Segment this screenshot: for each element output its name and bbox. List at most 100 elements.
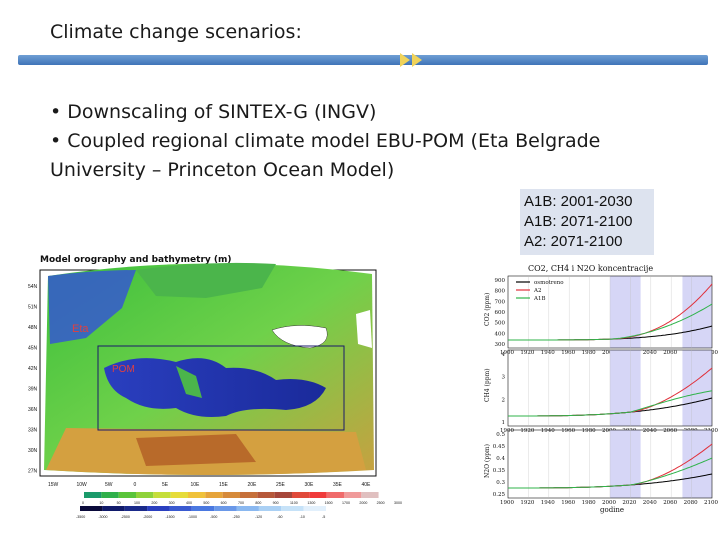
legend-label: osmotreno — [534, 280, 564, 286]
chart-panel: 0.5 0.45 0.4 0.35 0.3 0.25 N2O (ppm) 1900 1920 19… — [484, 429, 718, 506]
y-tick-label: 300 — [495, 342, 506, 348]
lat-tick-label: 39N — [28, 387, 38, 393]
y-axis-label: CH4 (ppm) — [484, 368, 491, 402]
bullet-item: University – Princeton Ocean Model) — [50, 159, 395, 181]
x-tick-label: 2100 — [704, 500, 718, 506]
divider-arrow-icon — [412, 53, 422, 67]
x-tick-label: 2000 — [602, 428, 616, 434]
x-tick-label: 1980 — [582, 428, 596, 434]
title-divider-bar — [18, 55, 708, 65]
y-tick-label: 0.3 — [496, 480, 505, 486]
colorbar-swatch — [344, 492, 362, 498]
lat-tick-label: 54N — [28, 284, 38, 290]
lon-tick-label: 5W — [105, 482, 113, 488]
colorbar-swatch — [257, 492, 275, 498]
lat-tick-labels: 54N 51N 48N 45N 42N 39N 36N 33N 30N 27N — [28, 284, 38, 475]
concentration-chart-svg: CO2, CH4 i N2O koncentracije 900 800 700 60… — [484, 264, 718, 514]
legend-label: A2 — [533, 288, 541, 294]
colorbar-swatch — [274, 492, 292, 498]
lon-tick-label: 15E — [219, 482, 229, 488]
x-tick-label: 1960 — [561, 428, 575, 434]
colorbar-swatch — [191, 506, 215, 511]
caspian-sea — [356, 310, 372, 348]
colorbar-bottom-label: -2000 — [143, 515, 152, 519]
x-tick-label: 2040 — [643, 428, 657, 434]
scenario-item: A2: 2071-2100 — [524, 233, 623, 250]
lat-tick-label: 27N — [28, 469, 38, 475]
lon-tick-label: 25E — [276, 482, 286, 488]
lon-tick-labels: 15W 10W 5W 0 5E 10E 15E 20E 25E 30E 35E 40E — [48, 482, 371, 488]
colorbar-top-label: 100 — [134, 501, 140, 505]
colorbar-swatch — [170, 492, 188, 498]
colorbar-swatch — [326, 492, 344, 498]
italy-land — [176, 366, 202, 398]
colorbar-top-label: 2500 — [377, 501, 385, 505]
y-tick-label: 0.5 — [496, 432, 505, 438]
map-colorbar: 0 10 50 100 200 300 400 500 600 700 800 900 1100 1300… — [76, 492, 402, 519]
colorbar-top-label: 3000 — [394, 501, 402, 505]
x-tick-label: 2020 — [622, 500, 636, 506]
colorbar-swatch — [118, 492, 136, 498]
colorbar-bottom-label: -250 — [233, 515, 240, 519]
colorbar-top-label: 1700 — [342, 501, 350, 505]
x-tick-label: 2080 — [684, 500, 698, 506]
colorbar-bottom-label: -1500 — [165, 515, 174, 519]
colorbar-swatch — [188, 492, 206, 498]
colorbar-top-label: 50 — [117, 501, 121, 505]
colorbar-top-label: 300 — [169, 501, 175, 505]
x-tick-label: 2060 — [663, 350, 677, 356]
y-axis-label: N2O (ppm) — [484, 444, 491, 478]
colorbar-swatch — [153, 492, 171, 498]
lon-tick-label: 10E — [191, 482, 201, 488]
atlas-land — [136, 434, 256, 466]
scenario-box: A1B: 2001-2030 A1B: 2071-2100 A2: 2071-2… — [520, 189, 654, 255]
lon-tick-label: 20E — [248, 482, 258, 488]
y-tick-label: 0.35 — [493, 468, 506, 474]
y-tick-label: 700 — [495, 299, 506, 305]
x-tick-label: 2040 — [643, 350, 657, 356]
lon-tick-label: 0 — [134, 482, 137, 488]
x-tick-label: 2000 — [602, 350, 616, 356]
lat-tick-label: 45N — [28, 346, 38, 352]
y-tick-label: 600 — [495, 310, 506, 316]
series-line-a1b — [508, 390, 713, 417]
black-sea — [271, 325, 328, 349]
x-tick-label: 2000 — [602, 500, 616, 506]
mediterranean-sea — [104, 358, 326, 417]
colorbar-swatch — [80, 506, 103, 511]
bullet-item: • Coupled regional climate model EBU-POM… — [50, 130, 601, 152]
lat-tick-label: 48N — [28, 325, 38, 331]
y-tick-label: 4 — [502, 352, 506, 358]
chart-panel: 900 800 700 600 500 400 300 CO2 (ppm) 1900 1920 19… — [484, 275, 718, 356]
y-tick-label: 0.45 — [493, 444, 506, 450]
map-title: Model orography and bathymetry (m) — [40, 255, 232, 265]
x-tick-label: 1920 — [520, 350, 534, 356]
x-tick-label: 1900 — [500, 350, 514, 356]
colorbar-swatch — [309, 492, 327, 498]
lat-tick-label: 33N — [28, 428, 38, 434]
slide-title: Climate change scenarios: — [50, 21, 302, 43]
divider-arrow-icon — [400, 53, 410, 67]
x-tick-label: 1980 — [582, 500, 596, 506]
colorbar-top-label: 2000 — [359, 501, 367, 505]
colorbar-swatch — [214, 506, 237, 511]
x-tick-label: 1920 — [520, 500, 534, 506]
colorbar-bottom-label: -120 — [255, 515, 262, 519]
colorbar-swatch — [258, 506, 282, 511]
scenario-item: A1B: 2001-2030 — [524, 193, 633, 210]
y-tick-label: 2 — [502, 397, 506, 403]
colorbar-top-label: 700 — [238, 501, 244, 505]
x-tick-label: 1940 — [541, 350, 555, 356]
colorbar-bottom-label: -10 — [300, 515, 305, 519]
colorbar-swatch — [84, 492, 102, 498]
colorbar-swatch — [124, 506, 148, 511]
colorbar-bottom-label: -3000 — [98, 515, 107, 519]
y-tick-label: 900 — [495, 278, 506, 284]
colorbar-swatch — [378, 492, 396, 498]
lon-tick-label: 30E — [305, 482, 315, 488]
legend-label: A1B — [533, 296, 546, 302]
atlantic-ocean — [48, 270, 136, 344]
y-tick-label: 0.25 — [493, 492, 506, 498]
x-tick-label: 1920 — [520, 428, 534, 434]
